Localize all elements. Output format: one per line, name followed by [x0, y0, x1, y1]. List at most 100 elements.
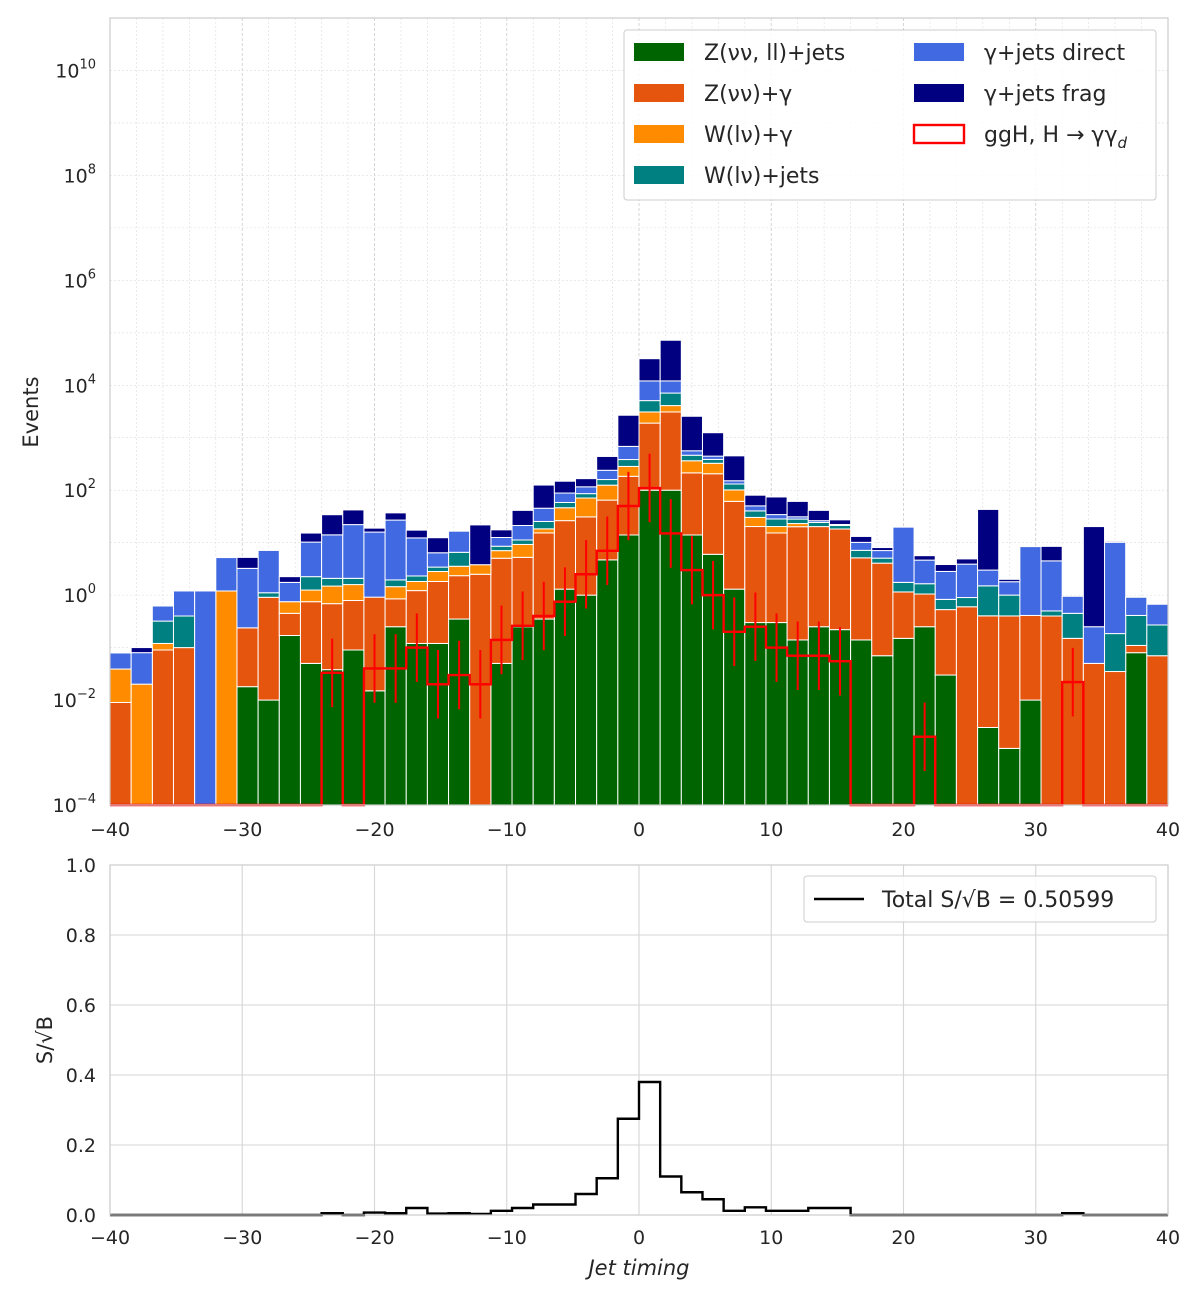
bar-w-l-jets-bin-25 [638, 400, 661, 413]
bar--jets-frag-bin-25 [638, 358, 661, 382]
legend-label: Z(νν, ll)+jets [704, 41, 845, 66]
bar-z-ll-jets-bin-9 [299, 662, 323, 806]
bar-z-ll-jets-bin-48 [1125, 652, 1148, 806]
bar-w-l-jets-bin-32 [786, 518, 809, 525]
bar-z--bin-43 [1019, 614, 1042, 701]
top-x-tick-label: 40 [1156, 819, 1180, 841]
bar--jets-frag-bin-40 [955, 558, 979, 565]
top-y-tick-label: 108 [64, 162, 96, 187]
top-x-tick-label: −20 [354, 819, 394, 841]
bar--jets-direct-bin-38 [913, 559, 936, 585]
bar-z--bin-9 [299, 601, 323, 664]
top-x-tick-label: −30 [222, 819, 262, 841]
bottom-x-tick-label: −40 [90, 1227, 130, 1249]
bar--jets-frag-bin-18 [490, 529, 513, 538]
bottom-legend-label: Total S/√B = 0.50599 [881, 888, 1114, 913]
bar--jets-direct-bin-15 [426, 552, 450, 568]
bar--jets-direct-bin-12 [363, 531, 386, 598]
bottom-x-tick-labels: −40 −30 −20 −10 0 10 20 30 40 [90, 1227, 1180, 1249]
bar--jets-frag-bin-17 [469, 524, 492, 566]
bar-w-l-jets-bin-15 [426, 566, 450, 573]
bar--jets-direct-bin-19 [511, 524, 534, 541]
bar-w-l-jets-bin-13 [384, 579, 407, 588]
top-y-axis-label: Events [19, 376, 43, 447]
bottom-y-tick-labels: 0.0 0.2 0.4 0.6 0.8 1.0 [66, 855, 96, 1227]
top-y-tick-label: 1010 [55, 57, 96, 82]
bar-z-ll-jets-bin-7 [257, 699, 280, 806]
bar-z-ll-jets-bin-35 [850, 639, 873, 806]
bar--jets-frag-bin-26 [659, 339, 682, 382]
bar--jets-direct-bin-4 [194, 590, 217, 806]
bar-w-l-jets-bin-11 [342, 577, 365, 586]
bottom-y-tick-label: 0.4 [66, 1065, 96, 1087]
bar-w-l-jets-bin-31 [765, 518, 788, 528]
top-x-tick-label: 0 [633, 819, 645, 841]
bottom-y-tick-label: 0.0 [66, 1205, 96, 1227]
bar--jets-frag-bin-19 [511, 509, 534, 526]
bottom-significance-panel: −40 −30 −20 −10 0 10 20 30 40 0.0 0.2 0.4 0.6 0.8 1.0… [33, 855, 1180, 1280]
bar--jets-frag-bin-39 [934, 564, 957, 572]
bar-w-l-jets-bin-49 [1146, 624, 1169, 657]
bottom-y-tick-label: 0.8 [66, 925, 96, 947]
bar--jets-direct-bin-42 [998, 581, 1021, 596]
bar-z--bin-46 [1082, 662, 1106, 806]
bar-z-ll-jets-bin-18 [490, 662, 513, 806]
bar--jets-direct-bin-9 [299, 541, 323, 578]
bar-w-l--bin-27 [680, 460, 703, 474]
top-x-tick-label: 30 [1024, 819, 1048, 841]
bar--jets-frag-bin-8 [278, 576, 301, 583]
bar-w-l-jets-bin-14 [405, 575, 428, 582]
bar-w-l-jets-bin-41 [977, 585, 1000, 617]
bar--jets-direct-bin-20 [532, 507, 555, 522]
bar-w-l--bin-19 [511, 543, 534, 558]
bottom-x-tick-label: −20 [354, 1227, 394, 1249]
bar--jets-frag-bin-21 [553, 480, 577, 494]
bar-w-l-jets-bin-18 [490, 545, 513, 552]
bar--jets-frag-bin-34 [828, 519, 852, 525]
bar--jets-frag-bin-15 [426, 537, 450, 554]
legend-label: γ+jets frag [984, 82, 1106, 107]
bar-w-l-jets-bin-27 [680, 454, 703, 462]
bar-w-l-jets-bin-42 [998, 594, 1021, 617]
bar-w-l-jets-bin-24 [617, 459, 640, 467]
bar-w-l-jets-bin-44 [1040, 610, 1063, 617]
bar-w-l--bin-11 [342, 584, 365, 602]
bar-z--bin-15 [426, 580, 450, 644]
bar--jets-direct-bin-11 [342, 524, 365, 579]
bar-z-ll-jets-bin-43 [1019, 699, 1042, 806]
legend-label: ggH, H → γγd [984, 123, 1127, 152]
bar--jets-direct-bin-1 [130, 652, 153, 685]
bar-w-l--bin-9 [299, 589, 323, 603]
bar-z--bin-0 [109, 701, 132, 806]
bar-z-ll-jets-bin-11 [342, 649, 365, 806]
bar-w-l-jets-bin-38 [913, 583, 936, 595]
bar-z--bin-2 [151, 649, 174, 806]
top-x-tick-labels: −40 −30 −20 −10 0 10 20 30 40 [90, 819, 1180, 841]
bar-z-ll-jets-bin-41 [977, 727, 1000, 806]
legend-label: W(lν)+jets [704, 164, 820, 189]
bottom-y-axis-label: S/√B [33, 1016, 57, 1064]
bar--jets-direct-bin-24 [617, 445, 640, 461]
top-y-tick-label: 10−2 [53, 687, 96, 712]
bottom-x-tick-label: 40 [1156, 1227, 1180, 1249]
bar-z--bin-29 [723, 500, 746, 590]
bar-w-l--bin-13 [384, 586, 407, 600]
bar--jets-frag-bin-9 [299, 532, 323, 543]
bar--jets-frag-bin-44 [1040, 545, 1063, 562]
bar-z-ll-jets-bin-22 [575, 594, 598, 806]
bar-w-l--bin-0 [109, 668, 132, 703]
bar-z--bin-26 [659, 411, 682, 491]
bar-w-l--bin-10 [321, 585, 344, 605]
bar-w-l--bin-29 [723, 489, 746, 502]
bar--jets-frag-bin-1 [130, 647, 153, 654]
bar-z-ll-jets-bin-42 [998, 747, 1021, 806]
bar--jets-frag-bin-31 [765, 496, 788, 516]
bar--jets-direct-bin-47 [1104, 541, 1127, 635]
bar-z--bin-31 [765, 532, 788, 624]
top-y-tick-label: 10−4 [53, 792, 96, 817]
bar-w-l--bin-25 [638, 411, 661, 424]
bar--jets-frag-bin-11 [342, 509, 365, 526]
bar-z--bin-48 [1125, 644, 1148, 654]
bar--jets-direct-bin-43 [1019, 546, 1042, 616]
